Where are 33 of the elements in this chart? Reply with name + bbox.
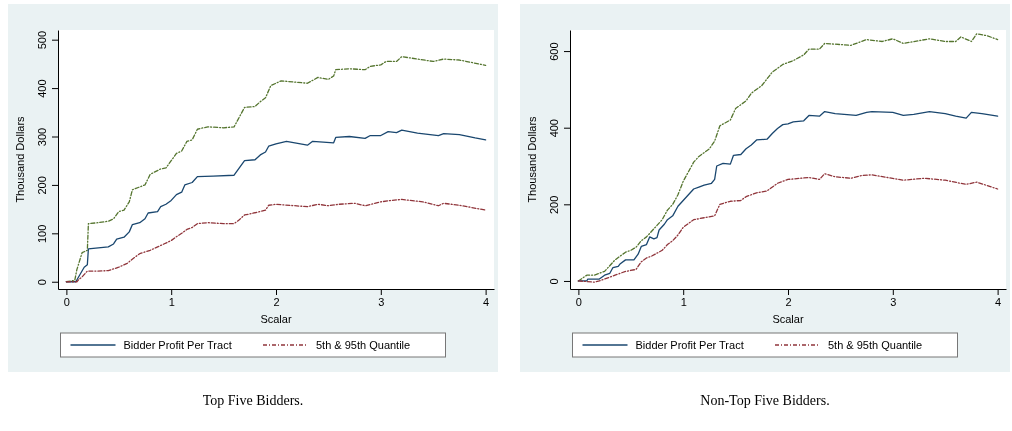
- y-tick-label: 600: [548, 42, 560, 61]
- x-tick-label: 0: [575, 295, 582, 308]
- y-tick-label: 0: [36, 279, 48, 286]
- legend-label: 5th & 95th Quantile: [828, 339, 923, 351]
- x-tick-label: 1: [680, 295, 687, 308]
- x-tick-label: 1: [168, 295, 175, 308]
- legend-label: 5th & 95th Quantile: [316, 339, 411, 351]
- y-tick-label: 100: [36, 224, 48, 244]
- y-tick-label: 400: [548, 119, 560, 138]
- x-tick-label: 3: [378, 295, 385, 308]
- y-tick-label: 200: [548, 195, 560, 215]
- line-series: [577, 33, 999, 282]
- y-tick-label: 400: [36, 79, 48, 98]
- y-tick-label: 200: [36, 176, 48, 195]
- x-tick-label: 0: [63, 295, 70, 308]
- x-axis-title: Scalar: [772, 313, 804, 325]
- legend-label: Bidder Profit Per Tract: [635, 339, 744, 351]
- text: Non-Top Five Bidders.: [700, 393, 830, 408]
- y-tick-label: 0: [548, 278, 560, 285]
- x-tick-label: 2: [785, 295, 792, 308]
- x-tick-label: 4: [995, 295, 1002, 308]
- line-series: [65, 198, 487, 283]
- y-tick-label: 300: [36, 127, 48, 147]
- x-tick-label: 3: [890, 295, 897, 308]
- y-axis-title: Thousand Dollars: [14, 115, 26, 203]
- legend-label: Bidder Profit Per Tract: [123, 339, 232, 351]
- text: Top Five Bidders.: [202, 393, 304, 408]
- x-tick-label: 4: [483, 295, 490, 308]
- x-tick-label: 2: [273, 295, 280, 308]
- y-axis-title: Thousand Dollars: [526, 115, 538, 203]
- y-tick-label: 500: [36, 31, 48, 50]
- x-axis-title: Scalar: [260, 313, 292, 325]
- line-series: [577, 173, 999, 283]
